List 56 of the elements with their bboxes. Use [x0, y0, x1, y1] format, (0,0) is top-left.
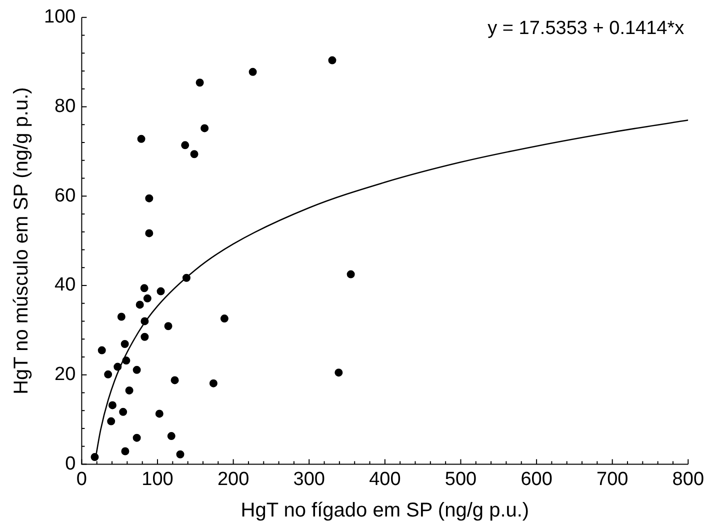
point: [90, 453, 99, 462]
point: [182, 274, 190, 282]
point: [145, 194, 154, 202]
point: [196, 78, 204, 87]
point: [140, 317, 149, 326]
point: [132, 434, 141, 442]
point: [164, 322, 172, 330]
x-tick-label: 300: [293, 468, 325, 490]
point: [121, 447, 130, 456]
point: [145, 229, 154, 238]
x-axis-title: HgT no fígado em SP (ng/g p.u.): [240, 500, 530, 522]
y-tick-label: 60: [54, 185, 76, 206]
point: [209, 379, 218, 388]
point: [176, 450, 184, 458]
point: [104, 370, 112, 378]
point: [140, 284, 148, 292]
point: [107, 417, 116, 426]
y-tick-label: 20: [54, 364, 76, 386]
point: [328, 56, 336, 64]
y-tick-label: 100: [44, 6, 76, 28]
point: [181, 141, 190, 150]
point: [190, 150, 198, 158]
x-tick-label: 400: [369, 468, 401, 490]
point: [108, 401, 116, 410]
x-tick-label: 100: [142, 468, 174, 490]
point: [136, 300, 144, 309]
point: [140, 332, 149, 341]
x-tick-label: 500: [444, 468, 477, 490]
y-tick-label: 40: [54, 274, 76, 296]
point: [155, 410, 164, 418]
point: [200, 124, 209, 132]
point: [122, 356, 130, 365]
y-tick-label: 80: [54, 96, 76, 117]
point: [334, 368, 343, 377]
x-tick-label: 600: [520, 468, 552, 490]
point: [119, 408, 128, 416]
point: [170, 376, 179, 384]
point: [114, 362, 122, 371]
point: [98, 346, 106, 354]
y-tick-label: 0: [65, 453, 76, 474]
point: [156, 287, 165, 296]
annotation: y = 17.5353 + 0.1414*x: [488, 18, 685, 40]
point: [143, 294, 152, 302]
point: [132, 366, 141, 374]
point: [346, 270, 355, 278]
point: [167, 432, 176, 440]
point: [120, 340, 129, 348]
point: [117, 312, 126, 321]
x-tick-label: 200: [217, 468, 250, 490]
point: [125, 386, 134, 394]
point: [220, 314, 228, 323]
x-tick-label: 800: [672, 468, 704, 490]
point: [248, 68, 257, 76]
x-tick-label: 700: [596, 468, 628, 490]
point: [137, 134, 146, 143]
y-axis-title: HgT no músculo em SP (ng/g p.u.): [10, 87, 33, 394]
